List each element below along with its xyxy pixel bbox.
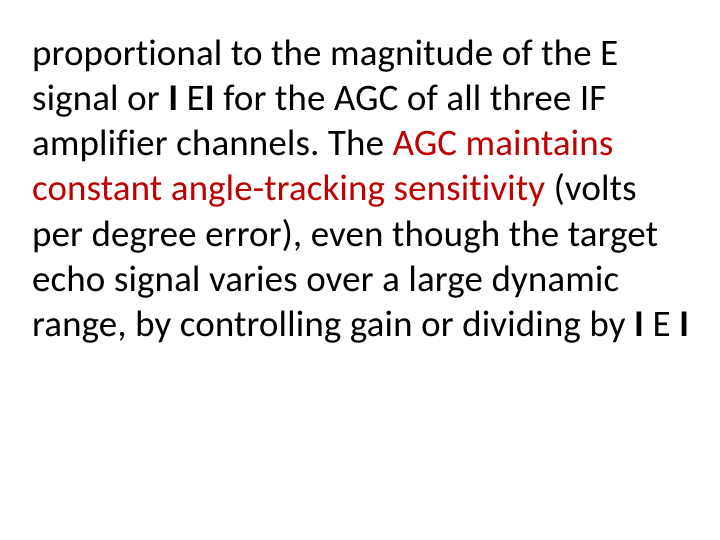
slide-body: proportional to the magnitude of the E s… <box>0 0 720 540</box>
text-segment: E <box>644 301 679 346</box>
text-bold: I <box>679 301 689 346</box>
text-bold: I <box>634 301 644 346</box>
text-bold: I <box>205 75 215 120</box>
text-bold: I <box>168 75 178 120</box>
text-segment: E <box>178 75 205 120</box>
paragraph: proportional to the magnitude of the E s… <box>32 30 692 346</box>
